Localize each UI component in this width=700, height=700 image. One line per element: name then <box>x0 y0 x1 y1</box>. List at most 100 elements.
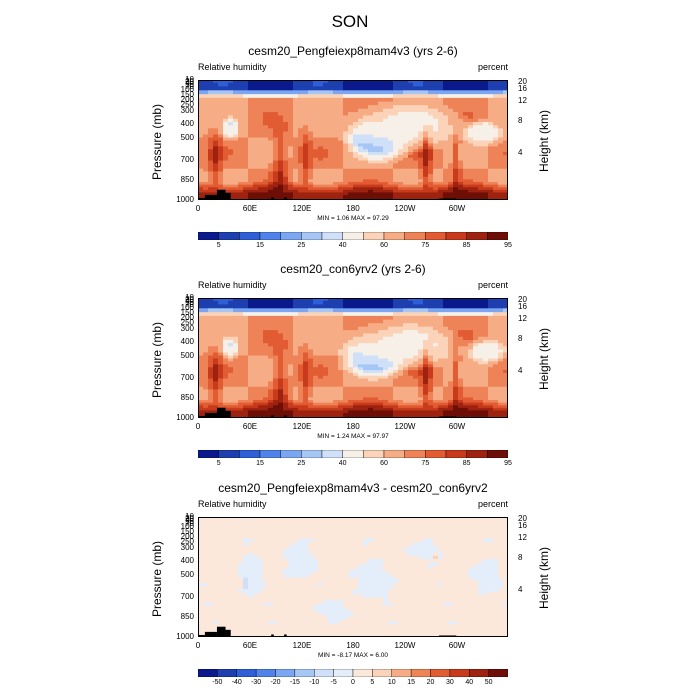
contour-cell <box>338 375 344 380</box>
contour-cell <box>433 146 439 150</box>
contour-cell <box>263 361 269 365</box>
contour-cell <box>488 389 494 393</box>
contour-cell <box>408 343 414 347</box>
contour-cell <box>483 405 489 409</box>
contour-cell <box>318 315 324 321</box>
contour-cell <box>283 134 289 139</box>
contour-cell <box>488 300 494 306</box>
contour-cell <box>348 308 354 313</box>
contour-cell <box>233 364 239 368</box>
contour-cell <box>313 154 319 159</box>
contour-cell <box>283 364 289 368</box>
contour-cell <box>298 308 304 313</box>
contour-cell <box>258 298 264 302</box>
contour-cell <box>313 304 319 309</box>
contour-cell <box>443 300 449 306</box>
contour-cell <box>273 378 279 382</box>
contour-cell <box>253 182 259 186</box>
contour-cell <box>343 326 349 331</box>
contour-cell <box>433 160 439 164</box>
contour-cell <box>453 163 459 167</box>
contour-cell <box>388 157 394 162</box>
contour-cell <box>363 315 369 321</box>
contour-cell <box>228 140 234 145</box>
contour-cell <box>218 392 224 396</box>
contour-cell <box>268 82 274 88</box>
contour-cell <box>213 112 219 117</box>
contour-cell <box>233 330 239 335</box>
contour-cell <box>208 400 214 404</box>
contour-cell <box>283 372 289 377</box>
contour-cell <box>278 118 284 123</box>
contour-cell <box>198 333 204 338</box>
contour-cell <box>223 340 229 344</box>
contour-cell <box>313 134 319 139</box>
contour-cell <box>313 101 319 106</box>
contour-cell <box>453 298 459 302</box>
contour-cell <box>268 122 274 126</box>
contour-cell <box>378 308 384 313</box>
contour-cell <box>278 346 284 351</box>
contour-cell <box>378 300 384 306</box>
contour-cell <box>443 330 449 335</box>
contour-cell <box>363 375 369 380</box>
contour-cell <box>503 101 508 106</box>
contour-cell <box>428 333 434 338</box>
contour-cell <box>243 300 249 306</box>
contour-cell <box>353 157 359 162</box>
contour-cell <box>223 319 229 324</box>
contour-cell <box>408 168 414 173</box>
contour-cell <box>423 410 429 414</box>
contour-cell <box>223 405 229 409</box>
contour-cell <box>378 312 384 317</box>
contour-cell <box>353 101 359 106</box>
contour-cell <box>463 86 469 91</box>
contour-cell <box>278 372 284 377</box>
contour-cell <box>243 101 249 106</box>
contour-cell <box>243 336 249 341</box>
contour-cell <box>473 367 479 371</box>
contour-cell <box>433 343 439 347</box>
contour-cell <box>288 378 294 382</box>
contour-cell <box>213 152 219 156</box>
contour-cell <box>263 152 269 156</box>
contour-cell <box>208 384 214 388</box>
contour-cell <box>358 355 364 360</box>
contour-cell <box>498 101 504 106</box>
contour-cell <box>468 364 474 368</box>
contour-cell <box>493 97 499 103</box>
contour-cell <box>313 386 319 391</box>
contour-cell <box>343 308 349 313</box>
contour-cell <box>288 80 294 84</box>
contour-cell <box>213 392 219 396</box>
contour-cell <box>468 300 474 306</box>
contour-cell <box>293 168 299 173</box>
contour-cell <box>323 94 329 99</box>
contour-cell <box>233 184 239 188</box>
contour-cell <box>373 361 379 365</box>
contour-cell <box>393 312 399 317</box>
contour-cell <box>458 355 464 360</box>
contour-cell <box>498 118 504 123</box>
contour-cell <box>263 326 269 331</box>
contour-cell <box>318 137 324 142</box>
contour-cell <box>473 197 479 200</box>
contour-cell <box>263 336 269 341</box>
contour-cell <box>198 352 204 357</box>
contour-cell <box>263 101 269 106</box>
contour-cell <box>298 184 304 188</box>
contour-cell <box>403 171 409 175</box>
contour-cell <box>453 349 459 354</box>
contour-cell <box>278 168 284 173</box>
contour-cell <box>388 402 394 406</box>
contour-cell <box>493 386 499 391</box>
contour-cell <box>273 358 279 363</box>
contour-cell <box>218 163 224 167</box>
contour-cell <box>428 304 434 309</box>
contour-cell <box>353 86 359 91</box>
contour-cell <box>358 118 364 123</box>
contour-cell <box>213 154 219 159</box>
contour-cell <box>263 389 269 393</box>
contour-cell <box>338 168 344 173</box>
contour-cell <box>303 157 309 162</box>
